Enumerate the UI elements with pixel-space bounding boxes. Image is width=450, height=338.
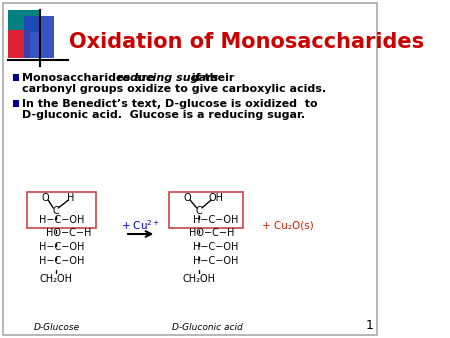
Text: D-Glucose: D-Glucose	[34, 323, 80, 332]
Text: Monosaccharides are: Monosaccharides are	[22, 73, 158, 83]
Text: H−C−OH: H−C−OH	[39, 242, 84, 252]
Text: reducing sugars: reducing sugars	[117, 73, 218, 83]
Text: O: O	[42, 193, 50, 203]
Bar	[13, 74, 18, 81]
Text: OH: OH	[209, 193, 224, 203]
Text: Oxidation of Monosaccharides: Oxidation of Monosaccharides	[69, 32, 424, 52]
Text: CH₂OH: CH₂OH	[39, 274, 72, 284]
Text: In the Benedict’s text, D-glucose is oxidized  to: In the Benedict’s text, D-glucose is oxi…	[22, 99, 318, 109]
Bar	[27, 192, 96, 228]
Text: HO−C−H: HO−C−H	[189, 228, 234, 239]
Text: carbonyl groups oxidize to give carboxylic acids.: carbonyl groups oxidize to give carboxyl…	[22, 84, 326, 94]
Text: O: O	[184, 193, 191, 203]
Text: H: H	[67, 193, 75, 203]
Text: 1: 1	[365, 319, 374, 332]
Text: D-Gluconic acid: D-Gluconic acid	[172, 323, 243, 332]
Text: if their: if their	[188, 73, 234, 83]
Bar	[13, 100, 18, 107]
Bar	[24, 16, 54, 58]
Bar	[169, 192, 243, 228]
Text: + Cu₂O(s): + Cu₂O(s)	[262, 220, 314, 230]
Text: C: C	[196, 206, 202, 216]
Text: D-gluconic acid.  Glucose is a reducing sugar.: D-gluconic acid. Glucose is a reducing s…	[22, 110, 305, 120]
Text: HO−C−H: HO−C−H	[45, 228, 91, 239]
Text: H−C−OH: H−C−OH	[193, 242, 238, 252]
Text: C: C	[52, 206, 59, 216]
Text: H−C−OH: H−C−OH	[39, 256, 84, 266]
Text: H−C−OH: H−C−OH	[39, 215, 84, 225]
Text: H−C−OH: H−C−OH	[193, 256, 238, 266]
Bar	[9, 10, 39, 32]
Text: H−C−OH: H−C−OH	[193, 215, 238, 225]
Bar	[9, 30, 31, 58]
Text: CH₂OH: CH₂OH	[183, 274, 216, 284]
Text: + Cu$^{2+}$: + Cu$^{2+}$	[121, 218, 160, 232]
